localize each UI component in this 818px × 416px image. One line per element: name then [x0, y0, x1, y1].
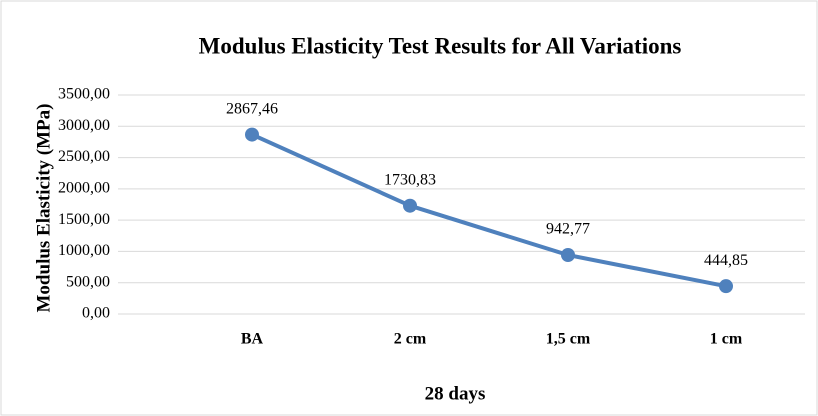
- data-point: [403, 198, 417, 213]
- y-tick-label: 2500,00: [58, 148, 110, 165]
- data-label: 2867,46: [226, 100, 278, 117]
- x-tick-label: BA: [241, 331, 264, 348]
- chart-title: Modulus Elasticity Test Results for All …: [199, 33, 682, 58]
- y-axis-label: Modulus Elasticity (MPa): [33, 104, 54, 313]
- data-label: 942,77: [546, 221, 590, 238]
- y-tick-label: 0,00: [82, 305, 110, 322]
- x-tick-label: 1 cm: [710, 331, 743, 348]
- y-tick-label: 3500,00: [58, 86, 110, 103]
- x-tick-label: 2 cm: [394, 331, 427, 348]
- data-point: [561, 248, 575, 263]
- data-point: [719, 279, 733, 294]
- y-tick-label: 1000,00: [58, 242, 110, 259]
- x-tick-label: 1,5 cm: [546, 331, 591, 348]
- y-tick-label: 500,00: [66, 273, 110, 290]
- series-line: [251, 132, 727, 289]
- data-label: 1730,83: [384, 171, 436, 188]
- x-axis-label: 28 days: [425, 383, 486, 404]
- data-point: [245, 127, 259, 142]
- y-tick-label: 1500,00: [58, 211, 110, 228]
- y-tick-label: 3000,00: [58, 117, 110, 134]
- y-tick-label: 2000,00: [58, 180, 110, 197]
- data-label: 444,85: [704, 252, 748, 269]
